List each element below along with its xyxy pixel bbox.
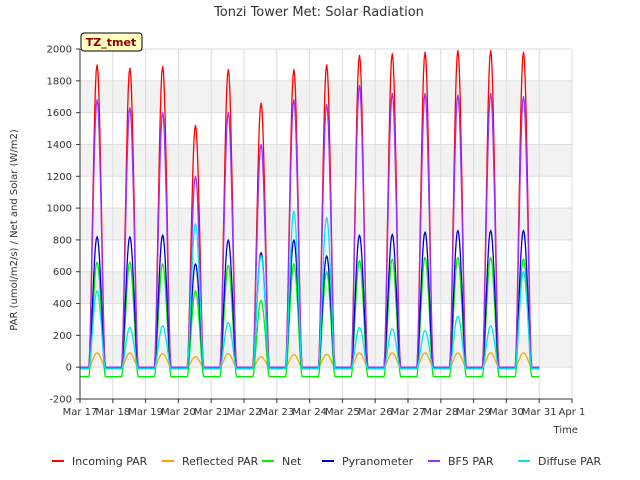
x-tick-label: Mar 29 bbox=[456, 407, 491, 418]
legend-label: Net bbox=[282, 455, 302, 468]
series-line-diffuse-par bbox=[80, 210, 540, 370]
y-tick-label: 0 bbox=[66, 363, 72, 374]
x-axis-label: Time bbox=[553, 425, 578, 436]
series-line-net bbox=[80, 256, 540, 378]
x-tick-label: Mar 26 bbox=[358, 407, 393, 418]
legend-item-diffuse-par: Diffuse PAR bbox=[518, 455, 602, 468]
x-tick-label: Mar 17 bbox=[63, 407, 98, 418]
x-tick-label: Apr 1 bbox=[559, 407, 586, 418]
x-tick-label: Mar 22 bbox=[227, 407, 262, 418]
legend-label: Diffuse PAR bbox=[538, 455, 602, 468]
x-tick-label: Mar 23 bbox=[259, 407, 294, 418]
y-tick-label: 1600 bbox=[47, 108, 72, 119]
x-tick-label: Mar 31 bbox=[522, 407, 557, 418]
y-tick-label: 1800 bbox=[47, 76, 72, 87]
x-tick-label: Mar 27 bbox=[391, 407, 426, 418]
y-tick-labels: -200 0 200 400 600 800 1000 1200 1400 1600 1800 200… bbox=[47, 45, 80, 406]
y-tick-label: 800 bbox=[53, 235, 72, 246]
chart-title: Tonzi Tower Met: Solar Radiation bbox=[213, 5, 424, 20]
x-tick-label: Mar 28 bbox=[423, 407, 458, 418]
legend-label: Incoming PAR bbox=[72, 455, 148, 468]
series-layer bbox=[80, 49, 540, 378]
y-tick-label: -200 bbox=[49, 395, 72, 406]
plot-band bbox=[80, 335, 572, 368]
legend-item-reflected-par: Reflected PAR bbox=[162, 455, 259, 468]
y-tick-label: 600 bbox=[53, 267, 72, 278]
annotation-box bbox=[80, 32, 143, 52]
x-tick-label: Mar 24 bbox=[292, 407, 327, 418]
y-tick-label: 400 bbox=[53, 299, 72, 310]
y-tick-label: 2000 bbox=[47, 45, 72, 56]
series-line-bf5-par bbox=[80, 84, 540, 368]
y-tick-label: 200 bbox=[53, 331, 72, 342]
x-tick-label: Mar 19 bbox=[128, 407, 163, 418]
legend-label: Reflected PAR bbox=[182, 455, 259, 468]
y-tick-label: 1200 bbox=[47, 172, 72, 183]
x-tick-label: Mar 21 bbox=[194, 407, 229, 418]
x-tick-label: Mar 18 bbox=[95, 407, 130, 418]
legend-item-pyranometer: Pyranometer bbox=[322, 455, 414, 468]
axes bbox=[79, 49, 572, 400]
plot-band bbox=[80, 144, 572, 177]
y-tick-label: 1400 bbox=[47, 140, 72, 151]
legend-label: BF5 PAR bbox=[448, 455, 494, 468]
y-tick-label: 1000 bbox=[47, 204, 72, 215]
legend-item-incoming-par: Incoming PAR bbox=[52, 455, 148, 468]
legend-item-net: Net bbox=[262, 455, 302, 468]
legend-item-bf5-par: BF5 PAR bbox=[428, 455, 494, 468]
x-tick-label: Mar 25 bbox=[325, 407, 360, 418]
legend-label: Pyranometer bbox=[342, 455, 414, 468]
annotation-badge: TZ_tmet bbox=[80, 32, 143, 52]
legend: Incoming PAR Reflected PAR Net Pyranometer B… bbox=[52, 455, 602, 468]
y-axis-label: PAR (umol/m2/s) / Net and Solar (W/m2) bbox=[9, 129, 20, 331]
x-tick-label: Mar 30 bbox=[489, 407, 524, 418]
x-tick-label: Mar 20 bbox=[161, 407, 196, 418]
annotation-text: TZ_tmet bbox=[86, 36, 136, 49]
